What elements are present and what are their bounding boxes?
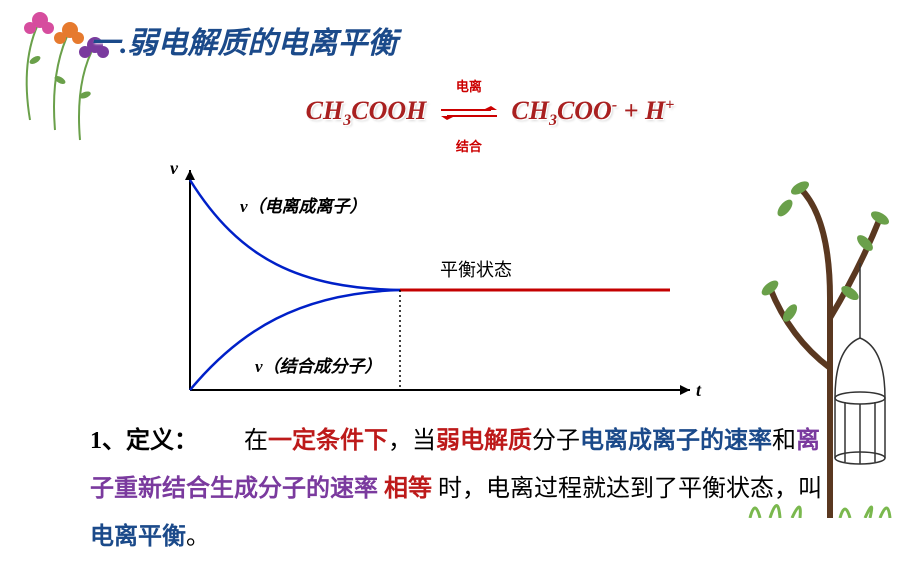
upper-curve-label: v（电离成离子） <box>240 197 367 216</box>
equilibrium-term: 电离平衡 <box>90 524 186 550</box>
rate-vs-time-chart: v t v（电离成离子） v（结合成分子） 平衡状态 <box>150 150 710 410</box>
formula-left: CH3COOH <box>306 96 427 125</box>
weak-electrolyte-text: 弱电解质 <box>436 428 532 454</box>
lower-curve-label: v（结合成分子） <box>255 357 382 376</box>
equilibrium-label: 平衡状态 <box>440 260 512 280</box>
ionization-rate-text: 电离成离子的速率 <box>580 428 772 454</box>
section-title: 一.弱电解质的电离平衡 <box>90 18 830 62</box>
condition-text: 一定条件下 <box>268 428 388 454</box>
definition-text: 1、定义： 在一定条件下，当弱电解质分子电离成离子的速率和离子重新结合生成分子的… <box>90 417 830 561</box>
arrow-top-label: 电离 <box>456 79 482 94</box>
equal-text: 相等 <box>384 476 432 502</box>
y-axis-label: v <box>170 158 179 178</box>
equilibrium-arrows: 电离 结合 <box>439 68 499 158</box>
formula-right: CH3COO- + H+ <box>511 96 674 125</box>
x-axis-label: t <box>696 380 702 400</box>
arrow-bottom-label: 结合 <box>456 139 482 154</box>
chemical-equation: CH3COOH 电离 结合 CH3COO- + H+ <box>150 68 830 158</box>
definition-label: 1、定义： <box>90 428 198 454</box>
